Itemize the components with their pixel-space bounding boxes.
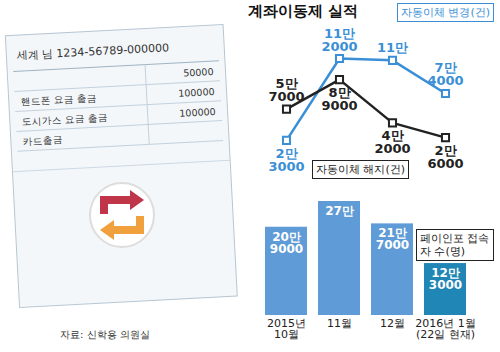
svg-text:7만4000: 7만4000 [427, 60, 463, 88]
svg-text:27만: 27만 [325, 204, 354, 218]
svg-text:2015년10월: 2015년10월 [267, 317, 306, 341]
svg-text:21만7000: 21만7000 [376, 226, 409, 252]
svg-text:12만3000: 12만3000 [429, 266, 462, 292]
html-text:페이인포 접속자 수(명): 페이인포 접속자 수(명) [420, 232, 490, 258]
html-text:자료: 신학용 의원실: 자료: 신학용 의원실 [60, 329, 150, 340]
svg-text:2만6000: 2만6000 [427, 143, 463, 171]
html-text:자동이체 해지(건): 자동이체 해지(건) [316, 163, 406, 176]
svg-text:12월: 12월 [380, 317, 405, 330]
svg-text:100000: 100000 [178, 86, 215, 99]
html-text:계좌이동제 실적: 계좌이동제 실적 [248, 2, 359, 20]
svg-text:2016년 1월(22일 현재): 2016년 1월(22일 현재) [415, 317, 476, 341]
svg-text:도시가스 요금 출금: 도시가스 요금 출금 [22, 112, 109, 127]
svg-text:50000: 50000 [183, 66, 214, 79]
svg-text:100000: 100000 [179, 106, 216, 119]
svg-text:8만9000: 8만9000 [321, 85, 357, 113]
svg-text:세계 님 1234-56789-000000: 세계 님 1234-56789-000000 [16, 41, 169, 62]
svg-text:11만: 11만 [377, 40, 408, 55]
html-text:자동이체 변경(건): 자동이체 변경(건) [400, 6, 490, 19]
svg-text:2만3000: 2만3000 [268, 146, 304, 174]
svg-text:11만2000: 11만2000 [321, 26, 357, 54]
svg-text:핸드폰 요금 출금: 핸드폰 요금 출금 [21, 92, 98, 107]
svg-text:4만2000: 4만2000 [374, 128, 410, 156]
svg-text:11월: 11월 [327, 317, 352, 330]
svg-text:5만7000: 5만7000 [268, 76, 304, 104]
svg-text:20만9000: 20만9000 [270, 230, 303, 256]
svg-text:카드출금: 카드출금 [23, 134, 64, 147]
